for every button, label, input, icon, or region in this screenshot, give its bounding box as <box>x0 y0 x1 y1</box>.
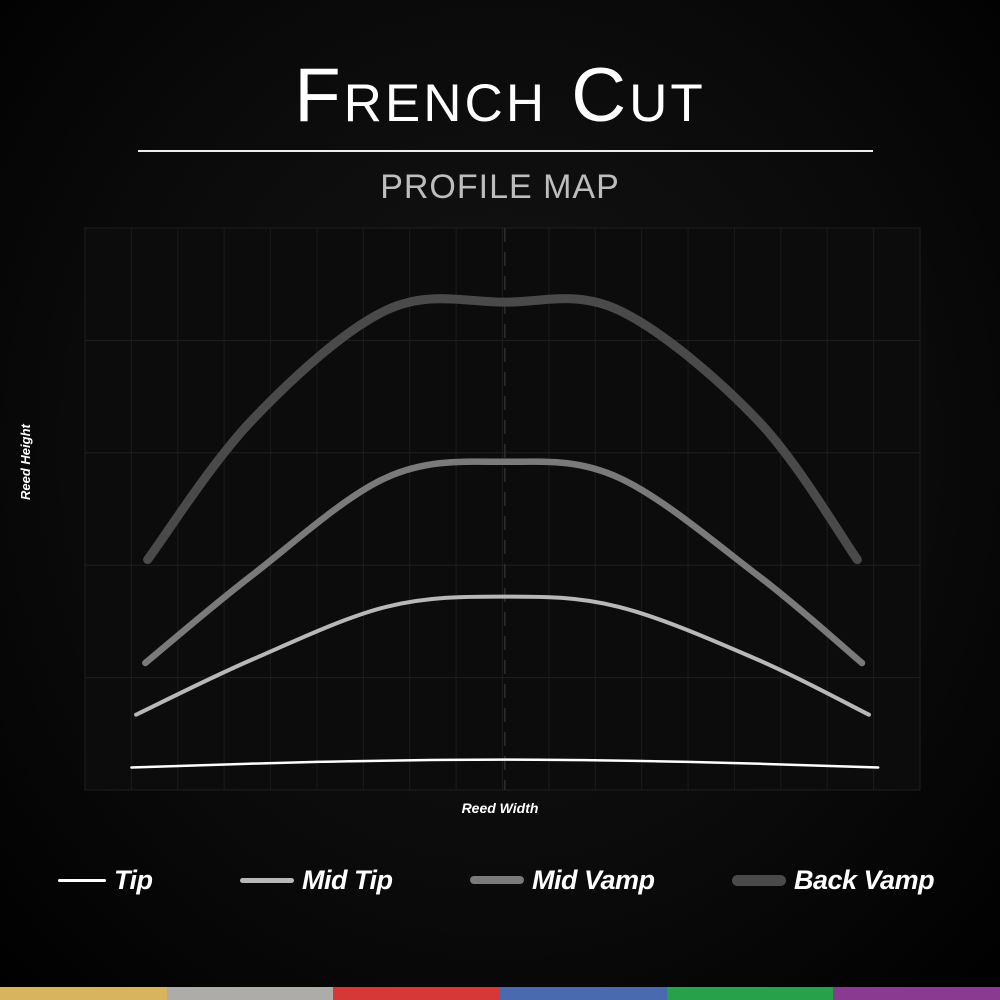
series-line-back-vamp <box>143 294 862 565</box>
footer-color-segment <box>500 987 667 1000</box>
footer-color-segment <box>666 987 834 1000</box>
legend-label: Tip <box>114 864 153 895</box>
legend-swatch <box>732 874 786 886</box>
series-line-tip <box>130 758 880 769</box>
footer-color-bar <box>0 987 1000 1000</box>
chart-subtitle: PROFILE MAP <box>380 168 620 206</box>
legend-swatch <box>240 877 294 883</box>
title-divider <box>138 150 873 152</box>
legend-swatch <box>58 878 106 882</box>
footer-color-segment <box>166 987 334 1000</box>
legend-item-mid-tip: Mid Tip <box>240 860 393 900</box>
legend-item-tip: Tip <box>58 860 153 900</box>
chart-title: French Cut <box>294 53 706 138</box>
footer-color-segment <box>833 987 1000 1000</box>
legend-label: Mid Vamp <box>532 864 655 895</box>
y-axis-label: Reed Height <box>18 424 33 500</box>
series-line-mid-tip <box>134 594 871 717</box>
x-axis-label: Reed Width <box>461 800 539 816</box>
legend-swatch <box>470 876 524 884</box>
legend-item-mid-vamp: Mid Vamp <box>470 860 655 900</box>
legend: Tip Mid Tip Mid Vamp Back Vamp <box>0 860 1000 900</box>
series-line-mid-vamp <box>142 458 866 667</box>
footer-color-segment <box>333 987 501 1000</box>
footer-color-segment <box>0 987 167 1000</box>
legend-item-back-vamp: Back Vamp <box>732 860 935 900</box>
legend-label: Back Vamp <box>794 864 935 895</box>
legend-label: Mid Tip <box>302 864 393 895</box>
